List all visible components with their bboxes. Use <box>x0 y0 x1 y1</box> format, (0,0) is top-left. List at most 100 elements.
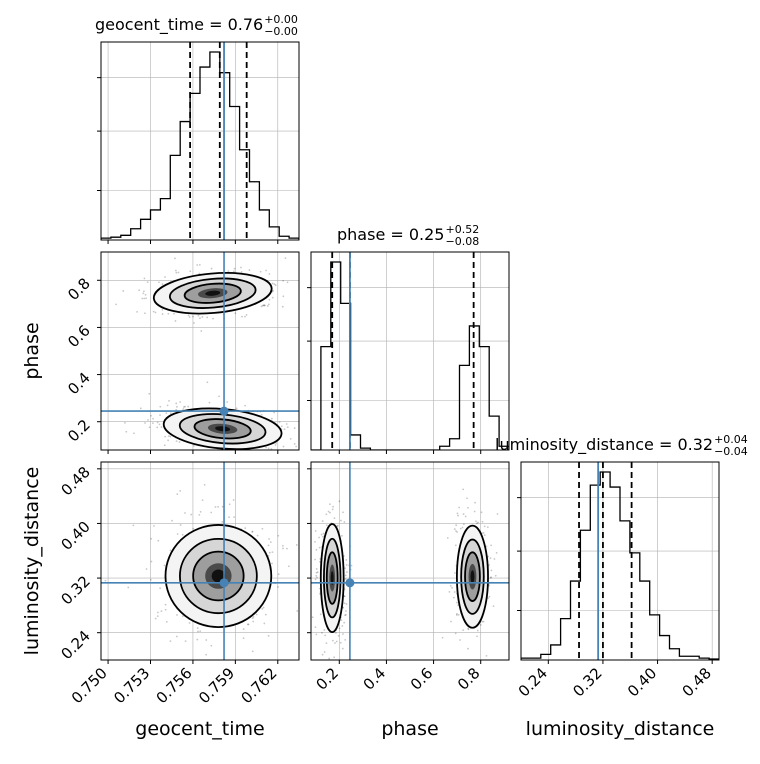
scatter-point <box>182 408 185 410</box>
scatter-point <box>144 293 147 296</box>
scatter-point <box>458 506 461 509</box>
scatter-point <box>457 514 459 517</box>
scatter-point <box>198 513 201 516</box>
scatter-point <box>340 519 342 522</box>
scatter-point <box>486 526 489 529</box>
scatter-point <box>490 569 493 572</box>
scatter-point <box>226 401 229 403</box>
scatter-point <box>203 483 206 486</box>
scatter-point <box>287 456 289 458</box>
scatter-point <box>199 630 202 633</box>
scatter-point <box>474 501 476 504</box>
scatter-point <box>161 308 164 311</box>
scatter-point <box>177 271 180 274</box>
y-tick-label-luminosity_distance: 0.32 <box>57 572 93 608</box>
scatter-point <box>139 407 142 410</box>
scatter-point <box>459 527 462 530</box>
scatter-point <box>321 631 323 634</box>
x-tick-label-geocent_time: 0.753 <box>110 664 153 707</box>
scatter-point <box>344 578 347 580</box>
scatter-point <box>188 316 191 318</box>
scatter-point <box>475 520 477 523</box>
x-axis-label-phase: phase <box>381 718 438 740</box>
scatter-point <box>124 421 126 424</box>
scatter-point <box>476 635 478 638</box>
scatter-point <box>167 435 170 438</box>
scatter-point <box>314 558 317 561</box>
scatter-point <box>179 490 182 492</box>
panel-frame-2-1 <box>310 461 510 661</box>
scatter-point <box>270 417 273 420</box>
scatter-point <box>449 584 452 587</box>
scatter-point <box>453 528 456 530</box>
scatter-point <box>464 515 467 518</box>
scatter-point <box>262 606 265 609</box>
scatter-point <box>192 315 194 318</box>
x-axis-label-geocent_time: geocent_time <box>135 718 264 740</box>
y-tick-label-phase: 0.8 <box>64 274 94 304</box>
scatter-point <box>241 456 243 458</box>
scatter-point <box>260 305 263 308</box>
scatter-point <box>261 527 264 530</box>
scatter-point <box>331 508 334 511</box>
truth-marker <box>219 578 229 588</box>
scatter-point <box>271 296 274 299</box>
scatter-point <box>163 564 166 567</box>
scatter-point <box>263 622 266 625</box>
scatter-point <box>156 426 159 429</box>
scatter-point <box>321 653 324 656</box>
scatter-point <box>163 444 166 447</box>
scatter-point <box>247 623 250 626</box>
scatter-point <box>266 305 269 307</box>
scatter-point <box>153 525 155 527</box>
scatter-point <box>489 557 492 560</box>
scatter-point <box>316 576 318 579</box>
scatter-point <box>199 510 202 513</box>
y-tick-label-phase: 0.6 <box>64 322 94 352</box>
title-upper-error-phase: +0.52 <box>445 223 479 236</box>
title-lower-error-phase: −0.08 <box>445 235 479 248</box>
scatter-point <box>196 638 199 641</box>
scatter-point <box>201 316 204 318</box>
scatter-point <box>246 623 249 626</box>
scatter-point <box>278 421 281 424</box>
scatter-point <box>143 297 146 300</box>
x-tick-label-phase: 0.2 <box>313 664 343 694</box>
x-tick-label-geocent_time: 0.750 <box>68 664 111 707</box>
scatter-point <box>218 395 220 398</box>
scatter-point <box>325 642 328 645</box>
scatter-point <box>327 446 329 448</box>
scatter-point <box>315 633 318 636</box>
scatter-point <box>455 530 457 532</box>
scatter-point <box>169 549 172 552</box>
scatter-point <box>143 290 145 293</box>
scatter-point <box>323 629 326 631</box>
scatter-point <box>240 271 243 273</box>
scatter-point <box>485 545 488 548</box>
scatter-point <box>235 407 238 410</box>
scatter-point <box>200 330 203 332</box>
scatter-point <box>455 614 458 616</box>
scatter-point <box>175 408 178 411</box>
scatter-point <box>318 546 321 549</box>
scatter-point <box>301 262 303 264</box>
scatter-point <box>251 617 254 620</box>
scatter-point <box>201 499 204 501</box>
scatter-point <box>271 562 273 565</box>
scatter-point <box>241 315 243 318</box>
scatter-point <box>494 574 497 577</box>
scatter-point <box>156 421 159 424</box>
scatter-point <box>273 283 276 286</box>
scatter-point <box>345 603 348 605</box>
scatter-point <box>267 447 270 450</box>
panel-frame-1-1 <box>310 251 510 451</box>
scatter-point <box>164 608 167 611</box>
scatter-point <box>96 315 98 317</box>
scatter-point <box>343 621 346 624</box>
scatter-point <box>301 436 303 438</box>
scatter-point <box>456 512 459 515</box>
scatter-point <box>490 576 492 579</box>
scatter-point <box>149 579 152 581</box>
scatter-point <box>448 591 451 593</box>
scatter-point <box>485 654 488 657</box>
